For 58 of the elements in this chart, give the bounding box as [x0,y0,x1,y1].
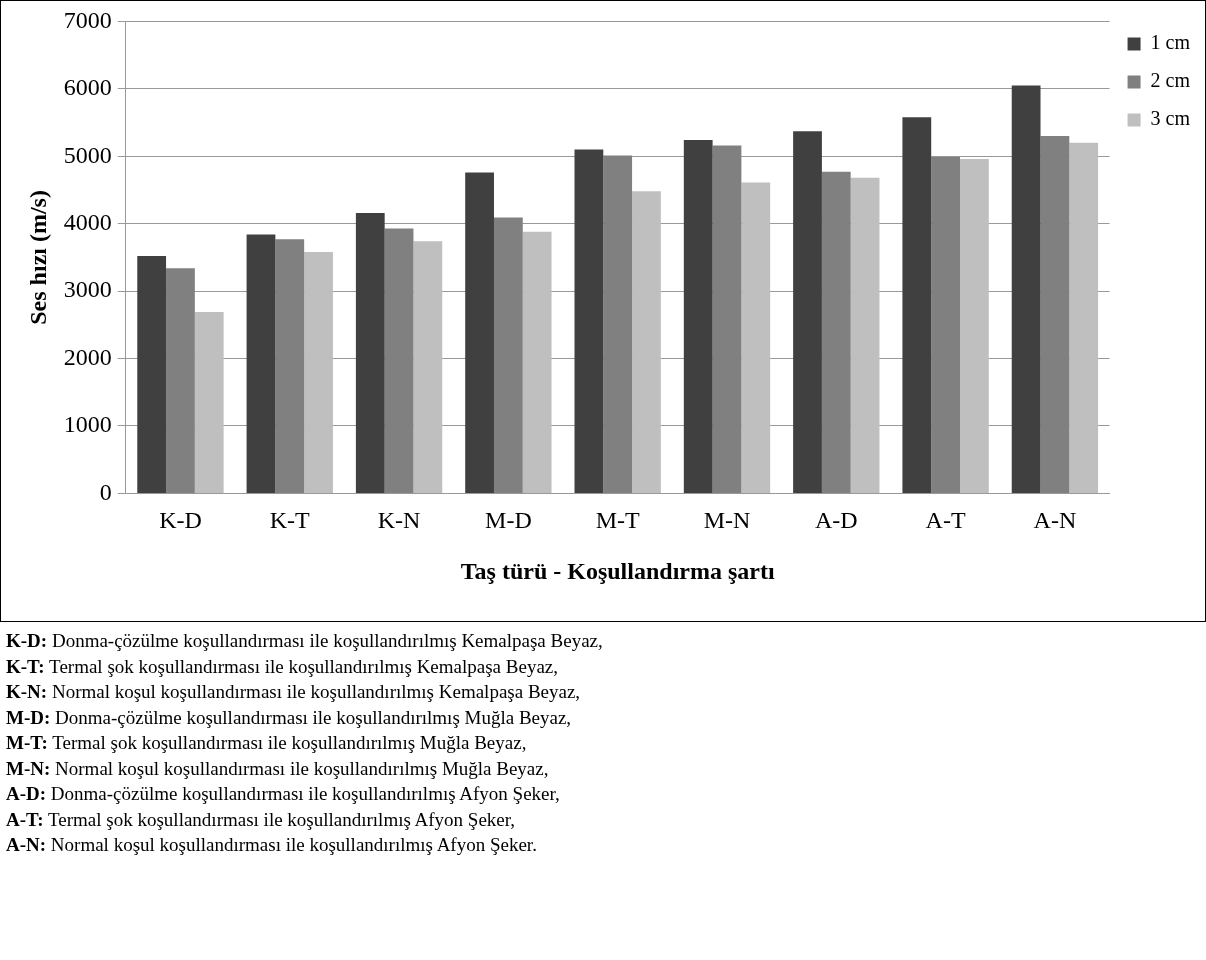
bar [304,252,333,493]
bar [194,312,224,493]
bar [931,156,960,493]
y-tick-label: 1000 [63,411,112,438]
bar [355,212,385,493]
bar [166,268,195,493]
bar [413,241,443,493]
bar [1040,136,1070,493]
bar [683,140,713,493]
text: A-T: Termal şok koşullandırması ile koşullandırılmış Afyon Şeker, [6,807,517,832]
bar [632,191,661,493]
bar [603,155,633,493]
text: K-D: Donma-çözülme koşullandırması ile koşullandırılmış Kemalpaşa Beyaz, [6,629,604,653]
bar [1069,142,1099,493]
y-tick-label: 4000 [63,208,112,235]
bar [246,234,276,493]
x-axis-title: Taş türü - Koşullandırma şartı [460,557,775,584]
bar [493,217,523,493]
bar [574,149,604,493]
bar [793,131,822,493]
x-tick-label: A-D [814,507,858,534]
bar [741,182,771,493]
bar [821,171,851,493]
x-tick-label: M-D [485,507,532,534]
bar [902,117,932,493]
x-tick-label: A-T [925,507,966,534]
y-axis-title: Ses hızı (m/s) [24,190,51,325]
legend-label: 1 cm [1150,31,1191,54]
y-tick-label: 7000 [63,6,112,33]
x-tick-label: M-T [595,507,641,534]
y-tick-label: 2000 [63,343,112,370]
legend-label: 2 cm [1150,69,1191,92]
text: M-N: Normal koşul koşullandırması ile koşullandırılmış Muğla Beyaz, [6,756,550,781]
bar [850,177,880,493]
y-tick-label: 6000 [63,74,112,101]
y-tick-label: 0 [99,478,112,505]
x-tick-label: A-N [1033,507,1077,534]
text: M-D: Donma-çözülme koşullandırması ile koşullandırılmış Muğla Beyaz, [6,705,573,730]
legend-label: 3 cm [1150,107,1191,130]
text: A-N: Normal koşul koşullandırması ile koşullandırılmış Afyon Şeker. [6,833,538,857]
bar [384,228,414,493]
bar [1011,85,1041,493]
bar [137,256,167,493]
text: K-N: Normal koşul koşullandırması ile koşullandırılmış Kemalpaşa Beyaz, [6,680,582,704]
x-tick-label: K-D [159,507,202,534]
bar [960,158,989,493]
bar [465,172,494,493]
y-tick-label: 5000 [63,141,112,168]
x-tick-label: K-N [377,507,421,534]
bar [275,239,305,493]
y-tick-label: 3000 [63,276,112,303]
x-tick-label: M-N [703,507,751,534]
bar [712,145,742,493]
text: M-T: Termal şok koşullandırması ile koşullandırılmış Muğla Beyaz, [6,731,528,755]
text: A-D: Donma-çözülme koşullandırması ile koşullandırılmış Afyon Şeker, [6,782,561,806]
bar [522,231,552,493]
text: K-T: Termal şok koşullandırması ile koşullandırılmış Kemalpaşa Beyaz, [6,654,560,679]
x-tick-label: K-T [269,507,311,534]
